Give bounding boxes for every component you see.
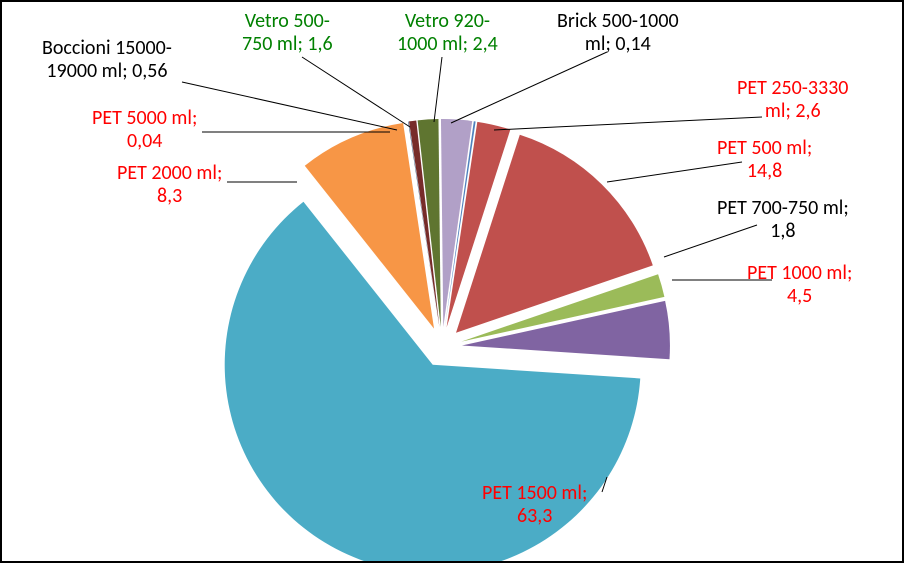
leader-line [182, 82, 397, 130]
chart-frame: Brick 500-1000 ml; 0,14 PET 250-3330 ml; … [0, 0, 904, 563]
slice-label: PET 5000 ml; 0,04 [92, 107, 197, 153]
slice-label: Vetro 920- 1000 ml; 2,4 [397, 10, 498, 56]
leader-line [494, 117, 762, 130]
slice-label: PET 1000 ml; 4,5 [747, 262, 852, 308]
slice-label: PET 250-3330 ml; 2,6 [737, 77, 848, 123]
slice-label: PET 2000 ml; 8,3 [117, 162, 222, 208]
slice-label: Vetro 500- 750 ml; 1,6 [242, 10, 333, 56]
slice-label: PET 700-750 ml; 1,8 [717, 197, 849, 243]
slice-label: Boccioni 15000- 19000 ml; 0,56 [42, 37, 172, 83]
slice-label: Brick 500-1000 ml; 0,14 [557, 10, 679, 56]
leader-line [302, 57, 410, 127]
slice-label: PET 500 ml; 14,8 [717, 137, 812, 183]
leader-line [451, 52, 607, 123]
pie-slices [225, 119, 670, 561]
leader-line [434, 57, 442, 122]
slice-label: PET 1500 ml; 63,3 [482, 482, 587, 528]
